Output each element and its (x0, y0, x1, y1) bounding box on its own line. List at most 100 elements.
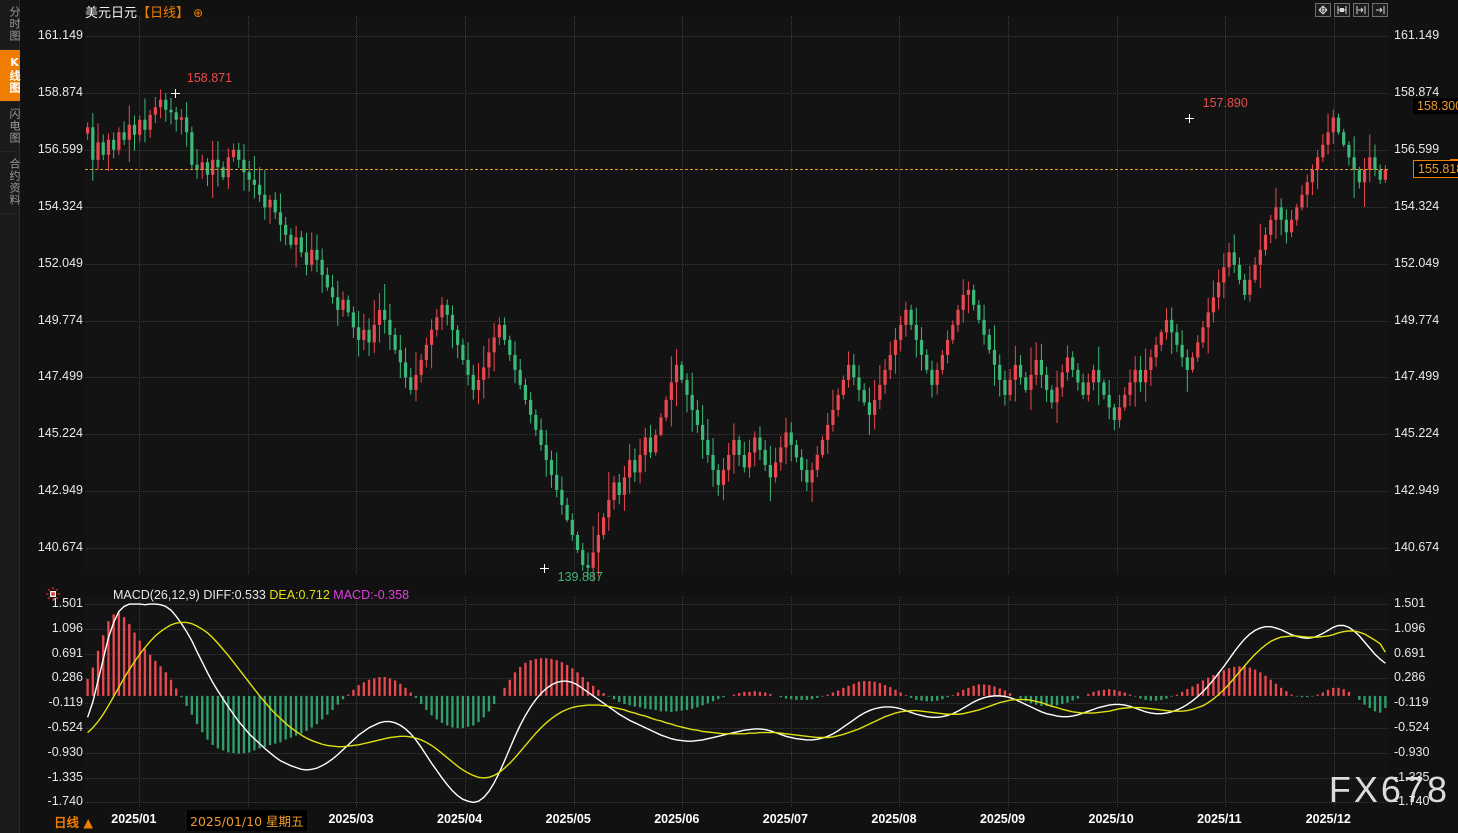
price-axis-label-left: 152.049 (37, 255, 83, 270)
candle-body (106, 139, 111, 155)
date-gridline (356, 596, 358, 807)
candle-body (1133, 369, 1137, 383)
macd-gridline (85, 653, 1388, 655)
chart-canvas-area[interactable]: 161.149 161.149 158.874 158.874 156.599 156.5… (21, 0, 1458, 833)
price-axis-label-right: 142.949 (1394, 483, 1440, 498)
candle-body (555, 474, 559, 490)
candle-body (826, 424, 830, 440)
candle-body (820, 439, 825, 455)
recent-high-marker-icon (1184, 113, 1194, 123)
candle-body (1227, 252, 1231, 268)
candle-body (179, 117, 184, 120)
candle-body (1185, 357, 1189, 370)
candle-body (883, 369, 887, 385)
period-low-marker-icon (539, 563, 549, 573)
scroll-left-icon[interactable] (1353, 3, 1369, 17)
candle-body (690, 394, 694, 410)
bottom-period-label[interactable]: 日线 ▲ (54, 815, 93, 830)
current-price-chip[interactable]: 155.818 (1413, 160, 1458, 179)
candle-body (1149, 357, 1153, 370)
macd-line (86, 603, 1386, 804)
candle-body (1331, 117, 1335, 133)
candle-body (304, 252, 309, 265)
candle-body (628, 459, 632, 478)
date-axis-label: 2025/06 (654, 812, 700, 826)
candle-body (1154, 344, 1158, 358)
candle-body (1091, 369, 1096, 383)
date-gridline (1333, 596, 1335, 807)
candle-body (1206, 312, 1210, 328)
candle-body (294, 237, 298, 245)
candle-body (1144, 369, 1148, 383)
price-axis-label-right: 156.599 (1394, 141, 1440, 156)
candle-body (831, 409, 835, 425)
candle-body (1029, 374, 1033, 390)
candle-body (930, 369, 934, 385)
candle-body (513, 354, 517, 370)
sidebar-tab-timeline[interactable]: 分时图 (0, 0, 21, 50)
candle-body (247, 172, 251, 180)
chart-toolbar (1315, 3, 1388, 17)
sidebar-tab-contract-info[interactable]: 合约资料 (0, 152, 21, 214)
candle-body (211, 159, 215, 175)
candle-body (1128, 382, 1132, 395)
date-gridline (899, 596, 901, 807)
price-axis-label-left: 149.774 (37, 312, 83, 327)
candle-body (1258, 249, 1262, 265)
period-high-marker-icon (170, 88, 180, 98)
candle-body (190, 132, 194, 165)
zoom-fit-icon[interactable] (1334, 3, 1350, 17)
macd-axis-label-left: -0.119 (48, 695, 83, 710)
price-gridline (85, 149, 1388, 151)
candle-body (669, 382, 673, 400)
candle-body (497, 324, 501, 338)
candle-body (794, 444, 799, 458)
candle-body (914, 324, 918, 340)
price-panel[interactable] (85, 16, 1388, 570)
candle-body (1378, 169, 1382, 180)
macd-gridline (85, 703, 1388, 705)
candle-body (1310, 169, 1315, 183)
candle-body (471, 374, 475, 390)
move-crosshair-icon[interactable] (1315, 3, 1331, 17)
crosshair-target-icon[interactable]: ⊕ (193, 6, 204, 20)
candle-body (450, 314, 455, 330)
candle-body (1097, 369, 1101, 383)
candle-body (737, 439, 741, 455)
candle-body (466, 359, 470, 375)
candle-body (596, 534, 600, 553)
candle-body (127, 124, 131, 140)
date-axis-label: 2025/05 (545, 812, 591, 826)
candle-body (492, 337, 496, 353)
candle-body (966, 289, 971, 295)
candle-body (284, 224, 288, 235)
candle-body (1060, 372, 1064, 388)
macd-axis-label-left: -0.524 (47, 720, 83, 734)
candle-body (1102, 382, 1106, 395)
price-axis-label-right: 158.874 (1394, 84, 1440, 99)
candle-body (1253, 264, 1257, 280)
candle-body (1164, 319, 1169, 333)
candle-body (1316, 157, 1320, 170)
candle-body (164, 99, 168, 110)
candle-body (1289, 219, 1294, 233)
scroll-right-icon[interactable] (1372, 3, 1388, 17)
candle-body (143, 119, 147, 130)
series-layer (85, 89, 1388, 804)
candle-body (523, 384, 528, 400)
candle-body (1055, 387, 1059, 403)
candle-body (878, 384, 882, 400)
period-high-annotation: 158.871 (186, 70, 233, 85)
candle-body (992, 349, 997, 365)
macd-axis-label-right: -1.335 (1394, 769, 1430, 784)
date-gridline (139, 596, 141, 807)
candle-body (185, 117, 189, 133)
sidebar-tab-lightning[interactable]: 闪电图 (0, 102, 21, 152)
macd-axis-label-left: -1.335 (47, 769, 83, 784)
candle-body (1201, 327, 1205, 343)
sidebar-tab-kline[interactable]: K线图 (0, 50, 21, 102)
candle-body (1373, 157, 1377, 170)
macd-settings-icon[interactable] (46, 587, 60, 601)
candle-body (325, 274, 329, 288)
candle-body (336, 297, 340, 310)
